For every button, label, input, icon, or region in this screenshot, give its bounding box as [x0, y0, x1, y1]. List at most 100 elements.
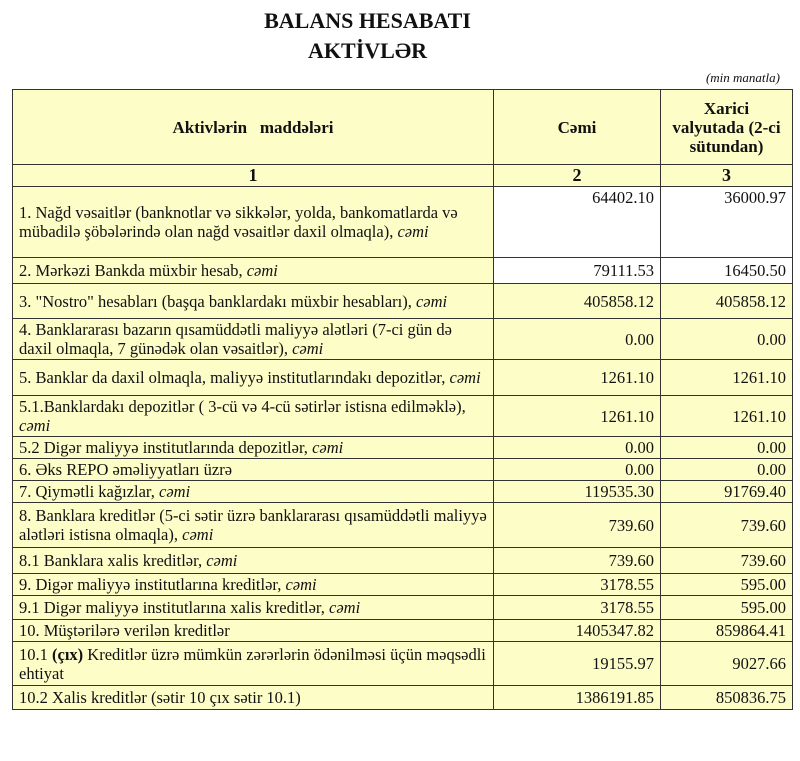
total-value: 739.60	[493, 547, 661, 574]
total-value: 1405347.82	[493, 619, 661, 642]
foreign-value: 1261.10	[660, 359, 793, 396]
total-suffix: cəmi	[329, 598, 361, 617]
table-row: 8. Banklara kreditlər (5-ci sətir üzrə b…	[12, 502, 793, 548]
total-suffix: cəmi	[415, 291, 448, 311]
total-suffix: cəmi	[206, 551, 238, 570]
header-row: Aktivlərin maddələri Cəmi Xarici valyuta…	[12, 89, 793, 165]
total-value: 3178.55	[493, 573, 661, 596]
row-number: 10.1	[19, 644, 48, 664]
total-value: 119535.30	[493, 480, 661, 503]
foreign-value: 595.00	[660, 573, 793, 596]
total-suffix: cəmi	[182, 525, 214, 544]
row-label-text: 2. Mərkəzi Bankda müxbir hesab,	[19, 261, 243, 280]
total-value: 405858.12	[493, 283, 661, 319]
table-row: 4. Banklararası bazarın qısamüddətli mal…	[12, 318, 793, 360]
table-row: 1. Nağd vəsaitlər (banknotlar və sikkələ…	[12, 186, 793, 258]
foreign-value: 595.00	[660, 595, 793, 620]
row-label: 9.1 Digər maliyyə institutlarına xalis k…	[12, 595, 494, 620]
table-row: 10.2 Xalis kreditlər (sətir 10 çıx sətir…	[12, 685, 793, 710]
total-suffix: cəmi	[397, 222, 429, 241]
row-label: 10. Müştərilərə verilən kreditlər	[12, 619, 494, 642]
foreign-value: 850836.75	[660, 685, 793, 710]
foreign-value: 859864.41	[660, 619, 793, 642]
total-suffix: cəmi	[19, 416, 51, 435]
table-row: 10.1 (çıx) Kreditlər üzrə mümkün zərərlə…	[12, 641, 793, 686]
column-number: 3	[660, 164, 793, 187]
row-label: 9. Digər maliyyə institutlarına kreditlə…	[12, 573, 494, 596]
total-value: 19155.97	[493, 641, 661, 686]
row-label: 7. Qiymətli kağızlar, cəmi	[12, 480, 494, 503]
table-row: 5.1.Banklardakı depozitlər ( 3-cü və 4-c…	[12, 395, 793, 437]
total-suffix: cəmi	[292, 339, 324, 358]
row-label-text: 5.2 Digər maliyyə institutlarında depozi…	[19, 438, 308, 457]
column-number: 2	[493, 164, 661, 187]
foreign-value: 91769.40	[660, 480, 793, 503]
row-label: 10.1 (çıx) Kreditlər üzrə mümkün zərərlə…	[12, 641, 494, 686]
row-label-text: 4. Banklararası bazarın qısamüddətli mal…	[19, 320, 452, 358]
row-label-text: 10. Müştərilərə verilən kreditlər	[19, 621, 230, 640]
report-title: BALANS HESABATI	[264, 8, 471, 33]
row-label: 8.1 Banklara xalis kreditlər, cəmi	[12, 547, 494, 574]
row-label: 5.1.Banklardakı depozitlər ( 3-cü və 4-c…	[12, 395, 494, 437]
row-label-text: 1. Nağd vəsaitlər (banknotlar və sikkələ…	[19, 203, 458, 241]
total-value: 64402.10	[493, 186, 661, 258]
minus-marker: (çıx)	[52, 644, 84, 664]
column-number-row: 1 2 3	[12, 164, 793, 187]
table-row: 5. Banklar da daxil olmaqla, maliyyə ins…	[12, 359, 793, 396]
row-label-text: Kreditlər üzrə mümkün zərərlərin ödənilm…	[19, 644, 486, 683]
total-value: 79111.53	[493, 257, 661, 284]
row-label: 2. Mərkəzi Bankda müxbir hesab, cəmi	[12, 257, 494, 284]
table-row: 10. Müştərilərə verilən kreditlər 1405347…	[12, 619, 793, 642]
table-row: 2. Mərkəzi Bankda müxbir hesab, cəmi 7911…	[12, 257, 793, 284]
foreign-value: 36000.97	[660, 186, 793, 258]
total-suffix: cəmi	[285, 575, 317, 594]
row-label-text: 8.1 Banklara xalis kreditlər,	[19, 551, 203, 570]
table-row: 5.2 Digər maliyyə institutlarında depozi…	[12, 436, 793, 459]
row-label: 6. Əks REPO əməliyyatları üzrə	[12, 458, 494, 481]
total-suffix: cəmi	[159, 482, 191, 501]
table-row: 9. Digər maliyyə institutlarına kreditlə…	[12, 573, 793, 596]
row-label-text: 5. Banklar da daxil olmaqla, maliyyə ins…	[19, 368, 446, 387]
total-value: 739.60	[493, 502, 661, 548]
table-row: 9.1 Digər maliyyə institutlarına xalis k…	[12, 595, 793, 620]
foreign-value: 0.00	[660, 318, 793, 360]
table-row: 8.1 Banklara xalis kreditlər, cəmi 739.60…	[12, 547, 793, 574]
row-label-text: 9.1 Digər maliyyə institutlarına xalis k…	[19, 598, 325, 617]
foreign-value: 405858.12	[660, 283, 793, 319]
foreign-value: 739.60	[660, 502, 793, 548]
total-value: 0.00	[493, 458, 661, 481]
row-label-text: 7. Qiymətli kağızlar,	[19, 482, 155, 501]
foreign-value: 0.00	[660, 436, 793, 459]
total-value: 0.00	[493, 318, 661, 360]
total-suffix: cəmi	[312, 438, 344, 457]
header-foreign: Xarici valyutada (2-ci sütundan)	[660, 89, 793, 165]
row-label: 5. Banklar da daxil olmaqla, maliyyə ins…	[12, 359, 494, 396]
total-value: 1386191.85	[493, 685, 661, 710]
foreign-value: 739.60	[660, 547, 793, 574]
header-total: Cəmi	[493, 89, 661, 165]
table-row: 6. Əks REPO əməliyyatları üzrə 0.00 0.00	[12, 458, 793, 481]
foreign-value: 1261.10	[660, 395, 793, 437]
row-label: 4. Banklararası bazarın qısamüddətli mal…	[12, 318, 494, 360]
total-value: 1261.10	[493, 359, 661, 396]
column-number: 1	[12, 164, 494, 187]
table-row: 7. Qiymətli kağızlar, cəmi 119535.30 91769…	[12, 480, 793, 503]
row-label-text: 9. Digər maliyyə institutlarına kreditlə…	[19, 575, 282, 594]
row-label-text: 8. Banklara kreditlər (5-ci sətir üzrə b…	[19, 506, 487, 544]
row-label: 10.2 Xalis kreditlər (sətir 10 çıx sətir…	[12, 685, 494, 710]
total-suffix: cəmi	[246, 261, 278, 280]
total-value: 3178.55	[493, 595, 661, 620]
row-label-text: 6. Əks REPO əməliyyatları üzrə	[19, 460, 233, 479]
report-subtitle: AKTİVLƏR	[308, 38, 427, 63]
row-label-text: 3. "Nostro" hesabları (başqa banklardakı…	[19, 291, 412, 311]
row-label: 3. "Nostro" hesabları (başqa banklardakı…	[12, 283, 494, 319]
foreign-value: 9027.66	[660, 641, 793, 686]
unit-note: (min manatla)	[705, 70, 780, 85]
total-suffix: cəmi	[449, 368, 481, 387]
table-row: 3. "Nostro" hesabları (başqa banklardakı…	[12, 283, 793, 319]
header-items: Aktivlərin maddələri	[12, 89, 494, 165]
row-label: 1. Nağd vəsaitlər (banknotlar və sikkələ…	[12, 186, 494, 258]
balance-table: Aktivlərin maddələri Cəmi Xarici valyuta…	[12, 89, 793, 710]
row-label-text: 5.1.Banklardakı depozitlər ( 3-cü və 4-c…	[19, 397, 466, 416]
row-label: 8. Banklara kreditlər (5-ci sətir üzrə b…	[12, 502, 494, 548]
